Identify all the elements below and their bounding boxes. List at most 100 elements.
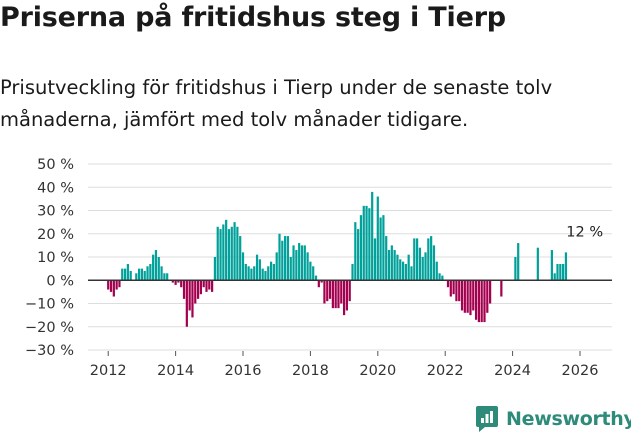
bar bbox=[401, 261, 405, 281]
bar bbox=[331, 280, 334, 309]
bar bbox=[213, 257, 217, 281]
bar bbox=[550, 250, 553, 281]
bar bbox=[379, 217, 382, 281]
bar bbox=[421, 257, 424, 281]
bar bbox=[407, 254, 410, 281]
bar bbox=[171, 280, 174, 283]
bar bbox=[182, 280, 186, 299]
bar bbox=[452, 280, 455, 295]
bar bbox=[326, 280, 329, 302]
bar bbox=[281, 240, 284, 281]
price-change-chart: 50 % 40 % 30 % 20 % 10 % 0 % −10 % −20 % −30 % 20… bbox=[25, 157, 612, 379]
bar bbox=[303, 245, 306, 281]
bar bbox=[328, 280, 332, 299]
bar bbox=[345, 280, 349, 311]
bar bbox=[418, 247, 422, 281]
bar bbox=[216, 226, 219, 281]
bar bbox=[337, 280, 340, 309]
bar bbox=[489, 280, 492, 304]
x-tick-label: 2022 bbox=[427, 363, 464, 379]
bar bbox=[357, 229, 360, 281]
bar bbox=[396, 254, 399, 281]
grid-lines bbox=[88, 163, 612, 351]
bar bbox=[564, 252, 568, 281]
y-tick-label: −20 % bbox=[25, 320, 74, 336]
bar bbox=[306, 252, 309, 281]
x-tick-label: 2024 bbox=[494, 363, 531, 379]
bar bbox=[129, 270, 132, 281]
bar bbox=[166, 273, 169, 281]
bar bbox=[317, 280, 320, 288]
bar bbox=[233, 222, 236, 281]
bar bbox=[253, 266, 256, 281]
bar bbox=[365, 205, 368, 281]
bar bbox=[146, 266, 149, 281]
x-tick-label: 2026 bbox=[562, 363, 599, 379]
bar bbox=[138, 268, 141, 281]
bar bbox=[292, 245, 295, 281]
bar bbox=[211, 280, 214, 292]
bar bbox=[185, 280, 188, 327]
y-tick-label: 50 % bbox=[37, 157, 74, 173]
bar bbox=[323, 280, 326, 304]
bar bbox=[553, 273, 556, 281]
bar bbox=[472, 280, 475, 311]
y-tick-label: 20 % bbox=[37, 227, 74, 243]
chart-subtitle: Prisutveckling för fritidshus i Tierp un… bbox=[0, 76, 553, 131]
bar bbox=[424, 252, 427, 281]
y-tick-label: 30 % bbox=[37, 204, 74, 220]
bar bbox=[441, 275, 444, 281]
bar bbox=[373, 238, 377, 281]
bar bbox=[340, 280, 343, 304]
x-tick-label: 2018 bbox=[292, 363, 329, 379]
bar bbox=[399, 259, 402, 281]
bar bbox=[320, 280, 323, 283]
bar bbox=[435, 261, 438, 281]
bar bbox=[486, 280, 489, 313]
bar bbox=[382, 215, 385, 281]
bar bbox=[196, 280, 200, 299]
bar bbox=[241, 252, 245, 281]
bar bbox=[152, 254, 155, 281]
newsworthy-logo[interactable]: Newsworthy bbox=[475, 405, 631, 433]
bar bbox=[514, 257, 517, 281]
bar bbox=[404, 263, 407, 281]
bar bbox=[244, 263, 247, 281]
bar bbox=[205, 280, 208, 292]
bar bbox=[351, 263, 354, 281]
bar bbox=[264, 270, 267, 281]
bar bbox=[140, 268, 144, 281]
bar bbox=[143, 270, 146, 281]
bar bbox=[174, 280, 177, 285]
bar bbox=[295, 250, 298, 281]
bar bbox=[191, 280, 194, 318]
bar bbox=[107, 280, 110, 290]
bar bbox=[239, 236, 242, 281]
newsworthy-brand-name: Newsworthy bbox=[506, 408, 631, 430]
bar bbox=[455, 280, 458, 302]
bar bbox=[393, 250, 396, 281]
bar bbox=[298, 243, 301, 281]
bar bbox=[227, 229, 231, 281]
bar bbox=[371, 191, 374, 281]
bar bbox=[460, 280, 464, 311]
bar bbox=[416, 238, 419, 281]
bar bbox=[199, 280, 202, 295]
bar bbox=[284, 236, 287, 281]
bar bbox=[334, 280, 337, 309]
bar bbox=[202, 280, 205, 288]
bar bbox=[432, 245, 436, 281]
bar bbox=[208, 280, 211, 290]
bar bbox=[427, 238, 430, 281]
bar bbox=[109, 280, 113, 292]
bar bbox=[362, 205, 365, 281]
bar bbox=[430, 236, 433, 281]
bars bbox=[107, 191, 568, 327]
bar bbox=[309, 261, 312, 281]
bar bbox=[123, 268, 127, 281]
axes: 50 % 40 % 30 % 20 % 10 % 0 % −10 % −20 % −30 % 20… bbox=[25, 157, 612, 379]
bar bbox=[314, 275, 318, 281]
bar bbox=[536, 247, 539, 281]
bar bbox=[188, 280, 191, 311]
bar bbox=[480, 280, 483, 323]
